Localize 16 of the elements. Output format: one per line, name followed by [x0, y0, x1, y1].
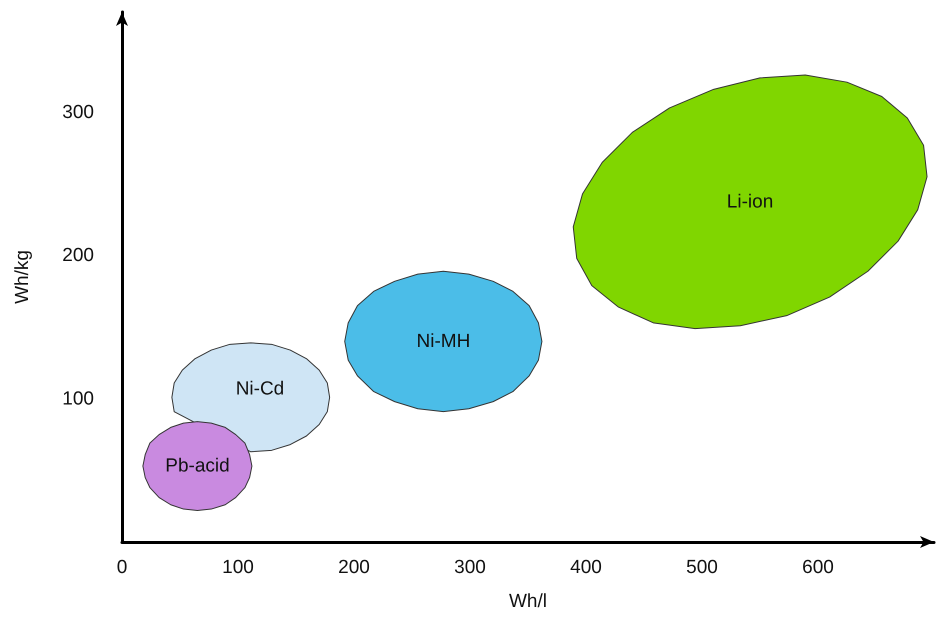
series-label: Ni-MH	[416, 330, 470, 352]
x-tick-label: 600	[802, 557, 834, 578]
y-tick-label: 200	[62, 245, 94, 266]
x-tick-label: 400	[570, 557, 602, 578]
y-axis-title: Wh/kg	[12, 250, 33, 304]
y-tick-label: 100	[62, 388, 94, 410]
x-axis-title: Wh/l	[509, 591, 547, 612]
x-tick-label: 500	[686, 557, 718, 578]
series-label: Pb-acid	[165, 455, 230, 476]
series-label: Li-ion	[726, 191, 774, 212]
series-label: Ni-Cd	[236, 378, 284, 400]
x-tick-label: 300	[454, 557, 486, 578]
x-tick-label: 100	[222, 557, 254, 578]
y-tick-label: 300	[62, 102, 94, 123]
x-tick-label: 200	[338, 557, 370, 578]
x-tick-label: 0	[116, 557, 128, 578]
